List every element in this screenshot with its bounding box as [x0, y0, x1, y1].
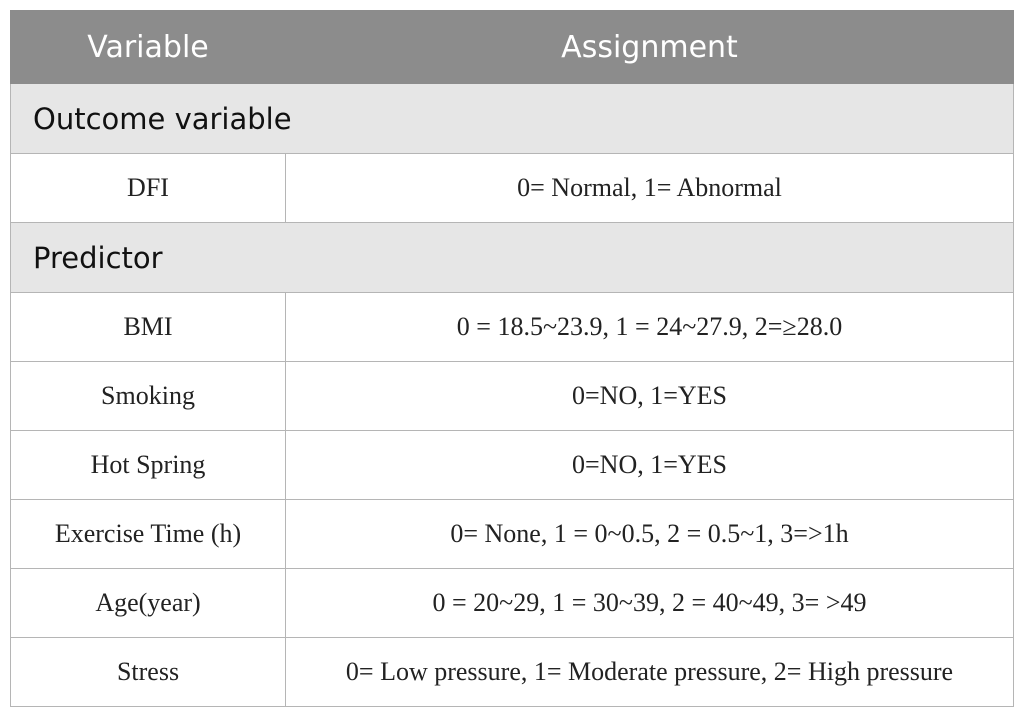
- assignment-cell: 0= Low pressure, 1= Moderate pressure, 2…: [285, 637, 1014, 707]
- variable-cell: Exercise Time (h): [10, 499, 286, 569]
- column-header: Assignment: [285, 10, 1014, 84]
- data-row: Exercise Time (h) 0= None, 1 = 0~0.5, 2 =…: [10, 499, 1014, 569]
- assignment-cell: 0 = 20~29, 1 = 30~39, 2 = 40~49, 3= >49: [285, 568, 1014, 638]
- assignment-cell: 0= None, 1 = 0~0.5, 2 = 0.5~1, 3=>1h: [285, 499, 1014, 569]
- assignment-cell: 0= Normal, 1= Abnormal: [285, 153, 1014, 223]
- assignment-cell: 0=NO, 1=YES: [285, 361, 1014, 431]
- variable-cell: DFI: [10, 153, 286, 223]
- section-title: Outcome variable: [10, 83, 1014, 154]
- assignment-cell: 0=NO, 1=YES: [285, 430, 1014, 500]
- data-row: Stress 0= Low pressure, 1= Moderate press…: [10, 637, 1014, 707]
- variable-cell: Stress: [10, 637, 286, 707]
- section-title: Predictor: [10, 222, 1014, 293]
- column-header: Variable: [10, 10, 286, 84]
- table-body: Outcome variable DFI 0= Normal, 1= Abnorma…: [10, 83, 1014, 707]
- variable-cell: Smoking: [10, 361, 286, 431]
- header-row: Variable Assignment: [10, 10, 1014, 84]
- data-row: Hot Spring 0=NO, 1=YES: [10, 430, 1014, 500]
- variable-cell: Age(year): [10, 568, 286, 638]
- assignment-cell: 0 = 18.5~23.9, 1 = 24~27.9, 2=≥28.0: [285, 292, 1014, 362]
- section-row: Predictor: [10, 222, 1014, 293]
- data-row: DFI 0= Normal, 1= Abnormal: [10, 153, 1014, 223]
- variable-cell: BMI: [10, 292, 286, 362]
- variable-cell: Hot Spring: [10, 430, 286, 500]
- data-row: Age(year) 0 = 20~29, 1 = 30~39, 2 = 40~49…: [10, 568, 1014, 638]
- table: Variable Assignment Outcome variable DFI 0…: [10, 10, 1014, 707]
- section-row: Outcome variable: [10, 83, 1014, 154]
- data-row: BMI 0 = 18.5~23.9, 1 = 24~27.9, 2=≥28.0: [10, 292, 1014, 362]
- data-row: Smoking 0=NO, 1=YES: [10, 361, 1014, 431]
